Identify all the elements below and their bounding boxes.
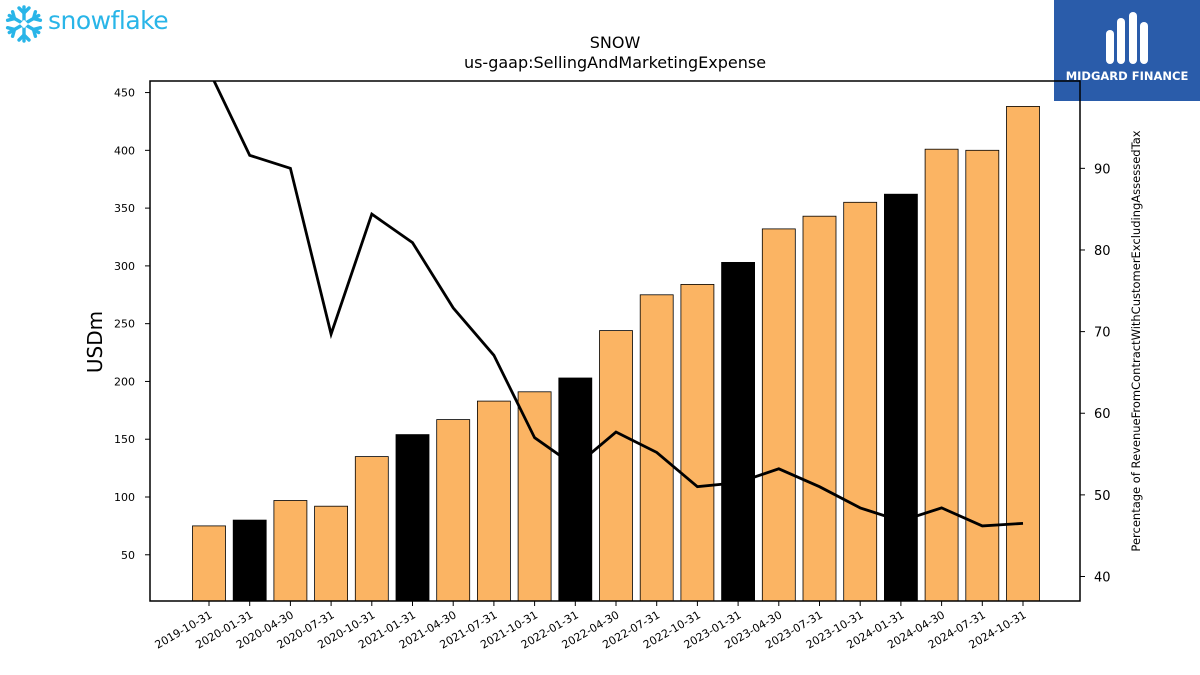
bar-2021-04-30 (436, 419, 471, 602)
bar-2024-04-30 (924, 148, 959, 602)
y2-tick-label-60: 60 (1094, 407, 1111, 422)
y-axis-left: 50 100 150 200 250 300 350 400 450 (114, 87, 150, 562)
y2-tick-label-90: 90 (1094, 162, 1111, 177)
y-axis-label: USDm (83, 311, 107, 373)
plot-frame (149, 80, 1081, 602)
bar-2022-04-30 (599, 330, 633, 602)
bar-2023-01-31 (721, 261, 755, 602)
y2-axis-label: Percentage of RevenueFromContractWithCus… (1129, 130, 1143, 551)
y-tick-label-400: 400 (114, 144, 135, 157)
bar-2024-10-31 (1006, 106, 1040, 602)
midgard-finance-name: MIDGARD FINANCE (1065, 69, 1189, 83)
y-tick-label-350: 350 (114, 202, 135, 215)
midgard-finance-logo: MIDGARD FINANCE (1054, 0, 1200, 101)
bar-2020-07-31 (314, 505, 349, 602)
y-tick-label-100: 100 (114, 491, 135, 504)
y-axis-right: 40 50 60 70 80 90 (1080, 162, 1111, 586)
bar-2021-07-31 (476, 400, 511, 602)
y-tick-label-450: 450 (114, 87, 135, 100)
y-tick-label-50: 50 (121, 549, 135, 562)
chart-subtitle: us-gaap:SellingAndMarketingExpense (464, 53, 766, 72)
bar-2024-07-31 (965, 149, 1000, 602)
y2-tick-label-70: 70 (1094, 326, 1111, 341)
bar-2020-01-31 (232, 519, 267, 602)
bar-2020-10-31 (354, 456, 389, 602)
bar-series (192, 106, 1040, 602)
y2-tick-label-40: 40 (1094, 571, 1111, 586)
bar-2022-10-31 (680, 283, 715, 602)
snowflake-wordmark: snowflake (48, 6, 169, 35)
bar-2023-07-31 (802, 215, 837, 602)
line-percentage-of-revenue (212, 81, 1024, 528)
bar-2021-01-31 (395, 434, 430, 602)
bar-2021-10-31 (517, 391, 552, 602)
bar-2023-10-31 (843, 201, 878, 602)
bar-2023-04-30 (761, 228, 796, 602)
midgard-logo-icon (1106, 12, 1148, 64)
line-series (212, 81, 1024, 528)
y2-tick-label-80: 80 (1094, 244, 1111, 259)
x-axis: 2019-10-312020-01-312020-04-302020-07-31… (153, 601, 1029, 652)
y-tick-label-200: 200 (114, 375, 135, 388)
y2-tick-label-50: 50 (1094, 489, 1111, 504)
y-tick-label-150: 150 (114, 433, 135, 446)
snowflake-logo: snowflake (4, 4, 174, 44)
bar-2020-04-30 (273, 500, 308, 602)
bar-2022-01-31 (558, 377, 593, 602)
chart-title: SNOW (590, 33, 641, 52)
y-tick-label-250: 250 (114, 318, 135, 331)
bar-2024-01-31 (884, 193, 918, 602)
bar-2019-10-31 (192, 525, 226, 602)
snowflake-icon (5, 5, 43, 43)
y-tick-label-300: 300 (114, 260, 135, 273)
